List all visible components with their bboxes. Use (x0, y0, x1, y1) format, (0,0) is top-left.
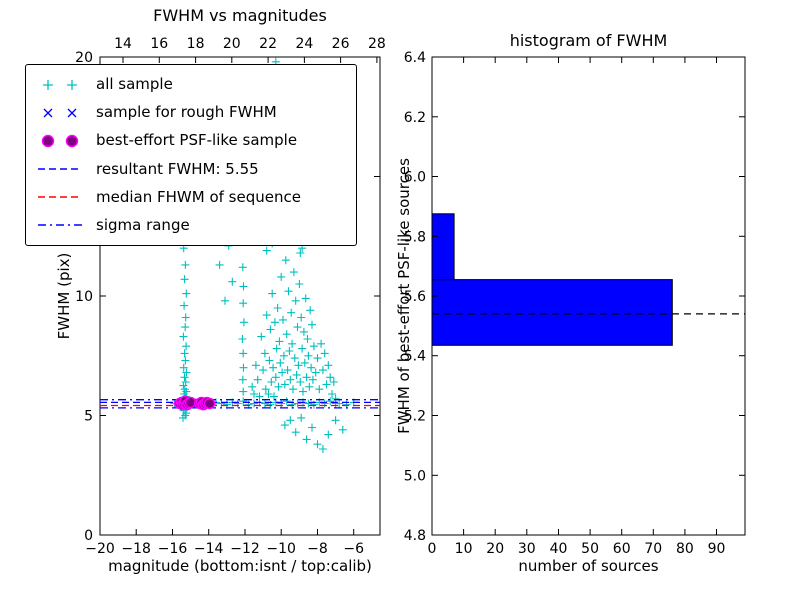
legend-label: sample for rough FWHM (96, 103, 277, 122)
top-x-tick-label: 24 (295, 36, 313, 52)
histogram-bar (431, 279, 673, 346)
y-tick-label: 5.2 (404, 409, 426, 425)
reference-hlines (100, 399, 380, 409)
fwhm-vs-magnitudes-plot: −20 −18 −16 −14 −12 −10 −8 −6 14 16 18 20 22 24 26 28 0 5… (75, 36, 386, 557)
y-tick-label: 6.2 (404, 110, 426, 126)
top-x-tick-label: 14 (114, 36, 132, 52)
right-plot-title: histogram of FWHM (509, 31, 668, 50)
y-tick-label: 6.4 (404, 50, 426, 66)
right-plot-ylabel: FWHM of best-effort PSF-like sources (395, 158, 413, 434)
x-tick-label: 70 (644, 541, 662, 557)
fwhm-histogram-plot: 0 10 20 30 40 50 60 70 80 90 4.8 5.0 5.2 5.4 5.6 5.8 6.0… (404, 50, 746, 557)
y-tick-label: 5.0 (404, 468, 426, 484)
x-tick-label: 40 (550, 541, 568, 557)
x-tick-label: −6 (343, 541, 364, 557)
right-plot-xlabel: number of sources (518, 557, 659, 575)
x-marker-icon (43, 108, 77, 118)
x-tick-label: 10 (455, 541, 473, 557)
x-tick-label: −14 (194, 541, 224, 557)
legend-label: median FHWM of sequence (96, 187, 301, 206)
legend-label: best-effort PSF-like sample (96, 131, 298, 150)
x-tick-label: 30 (518, 541, 536, 557)
legend-item-0: all sample (34, 71, 348, 98)
x-tick-label: −18 (121, 541, 151, 557)
top-x-tick-label: 28 (368, 36, 386, 52)
legend-item-2: best-effort PSF-like sample (34, 127, 348, 154)
left-plot-title: FWHM vs magnitudes (153, 6, 327, 25)
top-x-tick-label: 16 (150, 36, 168, 52)
right-y-axis: 4.8 5.0 5.2 5.4 5.6 5.8 6.0 6.2 6.4 (404, 50, 745, 544)
top-x-tick-label: 20 (223, 36, 241, 52)
x-tick-label: −8 (307, 541, 328, 557)
left-plot-ylabel: FWHM (pix) (55, 252, 73, 340)
y-tick-label: 10 (75, 289, 93, 305)
legend-label: sigma range (96, 215, 190, 234)
legend-item-1: sample for rough FWHM (34, 99, 348, 126)
x-tick-label: 60 (613, 541, 631, 557)
right-x-axis: 0 10 20 30 40 50 60 70 80 90 (428, 57, 726, 557)
x-tick-label: −20 (85, 541, 115, 557)
top-x-tick-label: 26 (332, 36, 350, 52)
y-tick-label: 20 (75, 50, 93, 66)
legend-item-3: resultant FWHM: 5.55 (34, 156, 348, 183)
histogram-bar (431, 213, 455, 281)
x-tick-label: 0 (428, 541, 437, 557)
legend-item-5: sigma range (34, 212, 348, 239)
legend-label: all sample (96, 75, 173, 93)
left-plot-xlabel: magnitude (bottom:isnt / top:calib) (108, 557, 372, 575)
x-tick-label: 20 (486, 541, 504, 557)
circle-marker-icon (41, 134, 79, 148)
y-tick-label: 5.6 (404, 289, 426, 305)
histogram-bars (431, 213, 673, 346)
legend-label: resultant FWHM: 5.55 (96, 159, 259, 178)
x-tick-label: −16 (158, 541, 188, 557)
plus-marker-icon (43, 79, 77, 90)
x-tick-label: 90 (708, 541, 726, 557)
left-x-axis-top-calib: 14 16 18 20 22 24 26 28 (114, 36, 386, 63)
legend: all sample sample for rough FWHM best-effo… (25, 64, 357, 246)
x-tick-label: −12 (230, 541, 260, 557)
y-tick-label: 5 (84, 409, 93, 425)
y-tick-label: 5.8 (404, 229, 426, 245)
x-tick-label: 50 (581, 541, 599, 557)
y-tick-label: 4.8 (404, 528, 426, 544)
dashed-marker-icon (38, 196, 82, 198)
legend-item-4: median FHWM of sequence (34, 184, 348, 211)
dashdot-marker-icon (38, 224, 82, 227)
y-tick-label: 5.4 (404, 349, 426, 365)
left-x-axis-bottom: −20 −18 −16 −14 −12 −10 −8 −6 (85, 529, 364, 557)
top-x-tick-label: 22 (259, 36, 277, 52)
scatter-psf-like-sample (173, 395, 216, 411)
dashed-marker-icon (38, 168, 82, 170)
y-tick-label: 0 (84, 528, 93, 544)
x-tick-label: 80 (676, 541, 694, 557)
y-tick-label: 6.0 (404, 170, 426, 186)
x-tick-label: −10 (266, 541, 296, 557)
top-x-tick-label: 18 (187, 36, 205, 52)
